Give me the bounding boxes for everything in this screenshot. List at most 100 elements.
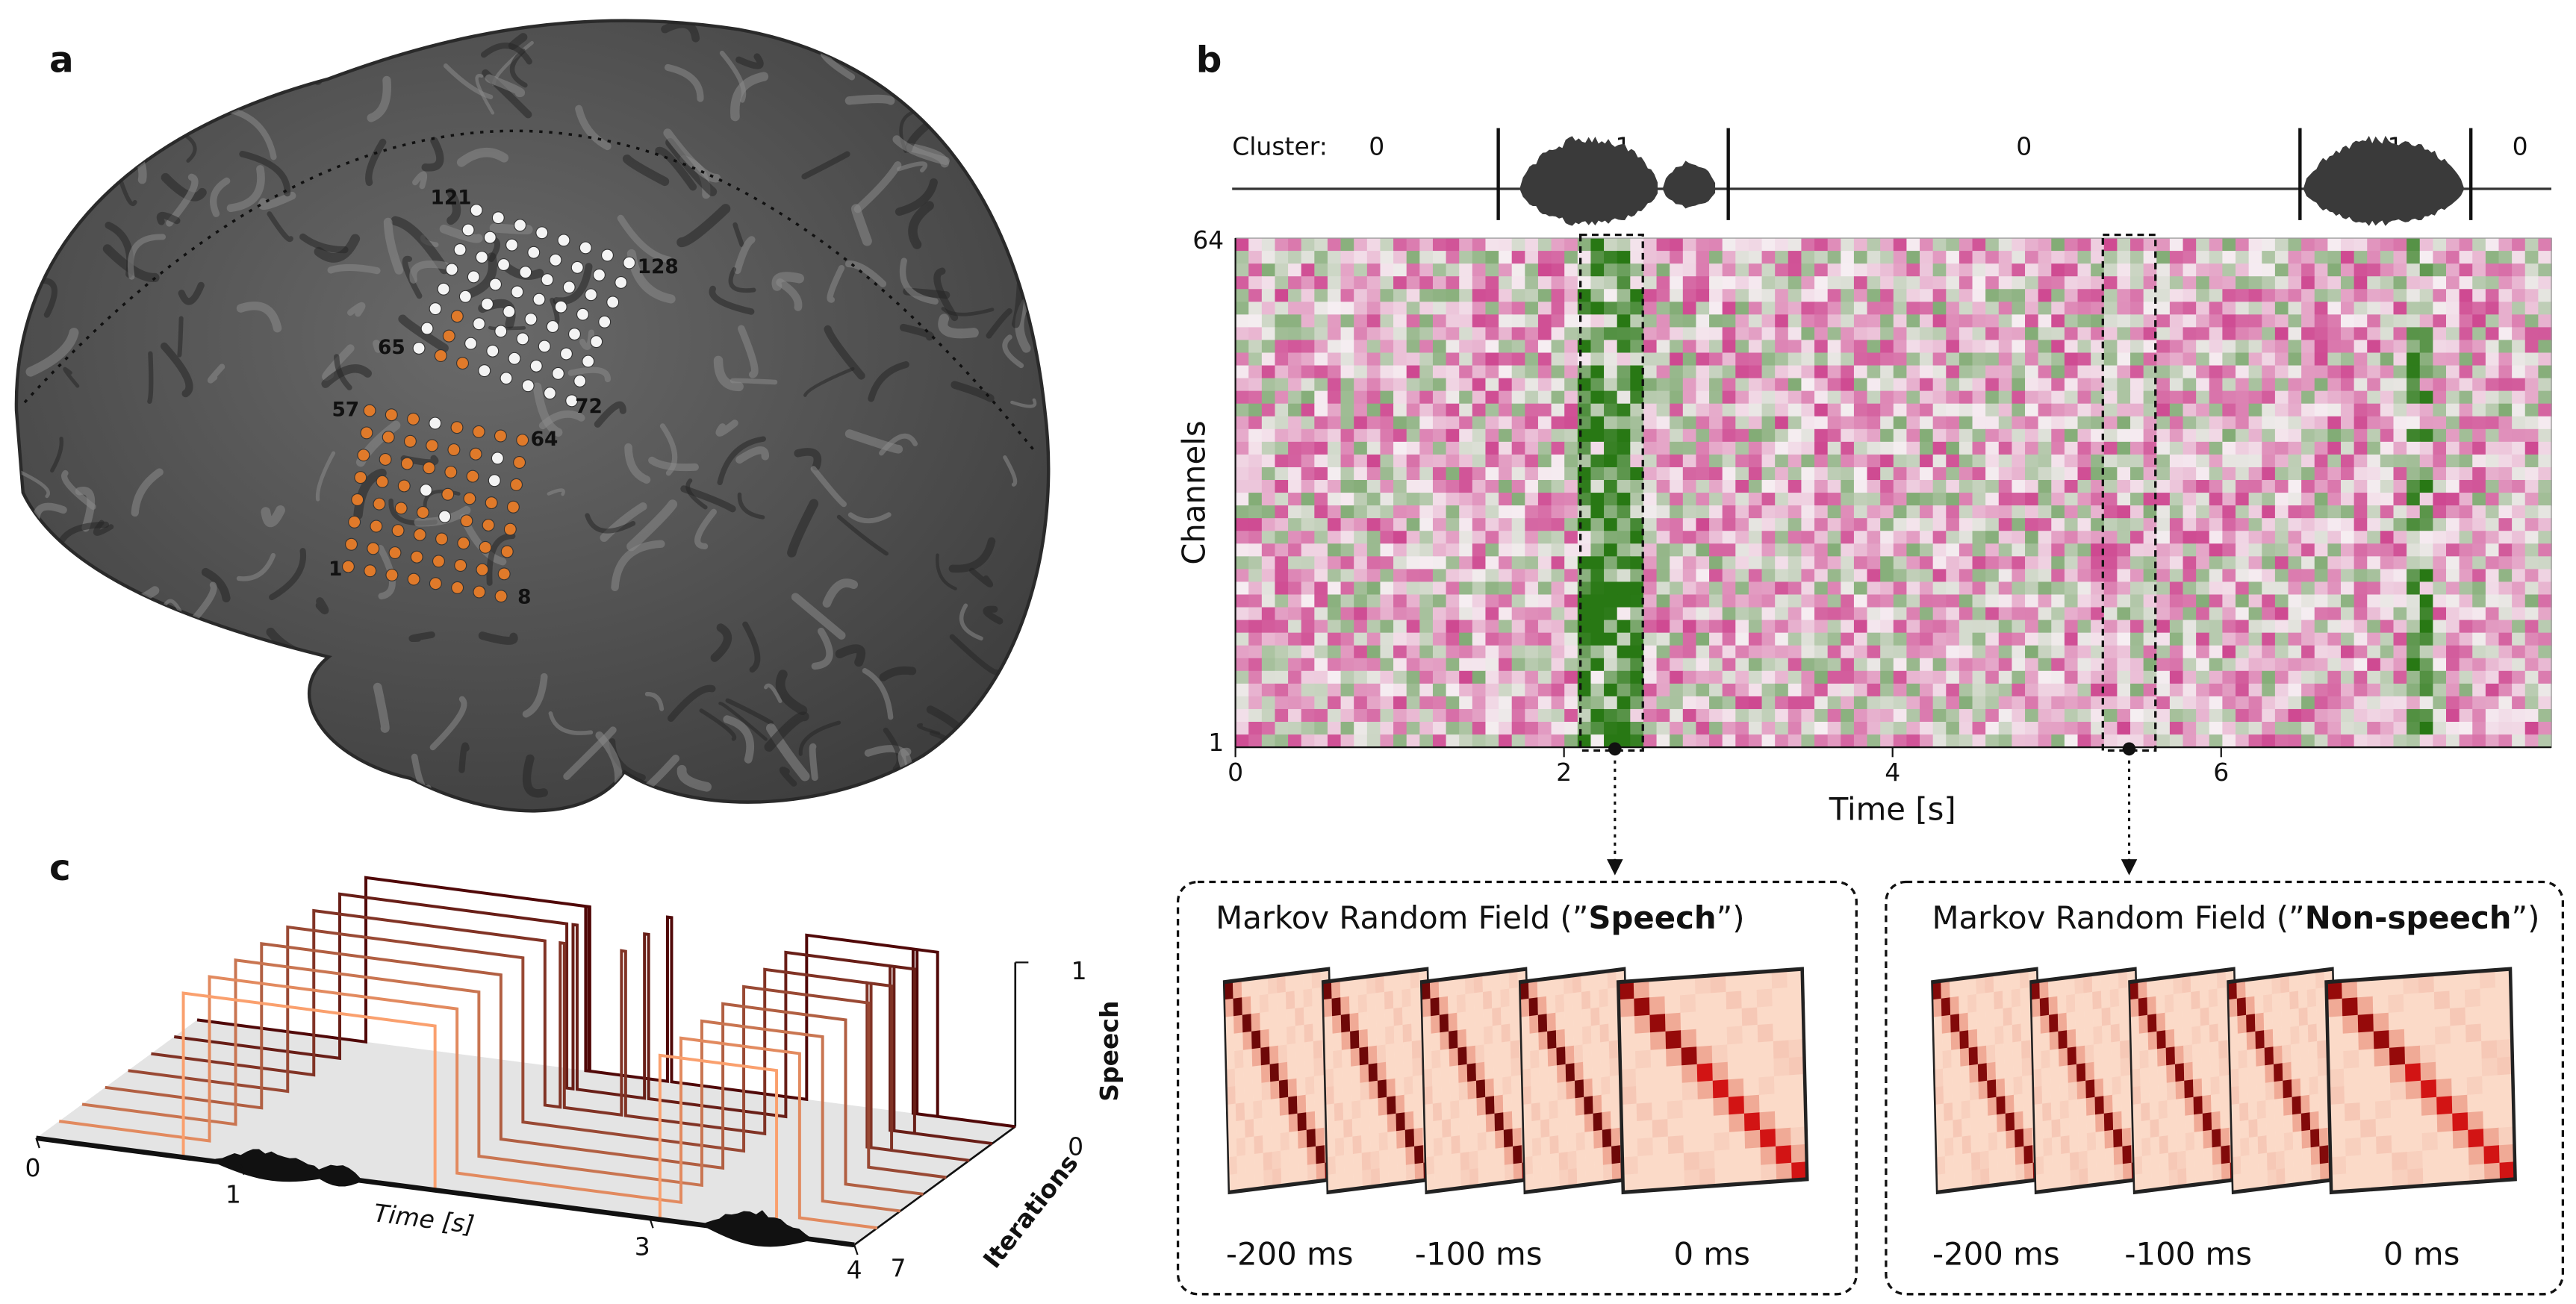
heat-cell xyxy=(1499,531,1513,545)
heat-cell xyxy=(1551,302,1566,316)
heat-cell xyxy=(2051,581,2065,596)
heat-cell xyxy=(1801,632,1815,646)
heat-cell xyxy=(1499,645,1513,659)
heat-cell xyxy=(1814,505,1829,520)
heat-cell xyxy=(2012,670,2026,684)
heat-cell xyxy=(1801,543,1815,558)
heat-cell xyxy=(1670,594,1684,608)
heat-cell xyxy=(2222,734,2236,748)
heat-cell xyxy=(2433,302,2447,316)
heat-cell xyxy=(1880,403,1894,417)
heat-cell xyxy=(1880,302,1894,316)
heat-cell xyxy=(1525,480,1539,493)
heat-cell xyxy=(1472,505,1487,520)
heat-cell xyxy=(2038,365,2053,379)
heat-cell xyxy=(2143,314,2158,328)
mrf-cell xyxy=(1478,1167,1488,1187)
heat-cell xyxy=(2274,556,2289,570)
heat-cell xyxy=(1893,480,1908,493)
heat-cell xyxy=(2077,670,2092,684)
heat-cell xyxy=(2407,645,2421,659)
heat-cell xyxy=(1511,722,1526,735)
heat-cell xyxy=(1446,352,1460,366)
heat-cell xyxy=(2380,722,2395,735)
heat-cell xyxy=(1972,352,1987,366)
heat-cell xyxy=(1275,238,1289,252)
electrode xyxy=(579,241,592,255)
heat-cell xyxy=(2380,390,2395,405)
heat-cell xyxy=(1235,670,1250,684)
heat-cell xyxy=(2367,543,2381,558)
heat-cell xyxy=(2103,581,2118,596)
heat-cell xyxy=(1946,276,1960,290)
heat-cell xyxy=(2380,441,2395,455)
heat-cell xyxy=(2353,390,2368,405)
heat-cell xyxy=(1841,581,1855,596)
heat-cell xyxy=(2274,518,2289,532)
heat-cell xyxy=(1801,645,1815,659)
heat-cell xyxy=(1853,543,1868,558)
mrf-cell xyxy=(1296,1077,1306,1096)
electrode-label: 65 xyxy=(378,336,405,359)
heat-cell xyxy=(2459,696,2474,710)
mrf-cell xyxy=(1574,1079,1584,1099)
heat-cell xyxy=(1841,454,1855,468)
heat-cell xyxy=(1551,276,1566,290)
heat-cell xyxy=(1525,454,1539,468)
mrf-cell xyxy=(1503,1111,1513,1131)
heat-cell xyxy=(1617,276,1631,290)
heat-cell xyxy=(1906,620,1920,634)
mrf-cell xyxy=(1484,1026,1493,1045)
heat-cell xyxy=(2380,365,2395,379)
heat-cell xyxy=(2169,708,2184,723)
heat-cell xyxy=(1511,403,1526,417)
electrode xyxy=(410,550,423,564)
heat-cell xyxy=(2038,390,2053,405)
heat-cell xyxy=(1841,403,1855,417)
mrf-cell xyxy=(1226,1086,1236,1105)
heat-cell xyxy=(2143,581,2158,596)
mrf-cell xyxy=(1510,1022,1519,1042)
heat-cell xyxy=(2143,708,2158,723)
heat-cell xyxy=(1354,708,1368,723)
heat-cell xyxy=(1537,378,1552,392)
heat-cell xyxy=(1380,251,1394,265)
heat-cell xyxy=(1920,390,1934,405)
heat-cell xyxy=(1327,276,1342,290)
mrf-cell xyxy=(1270,1098,1281,1117)
heat-cell xyxy=(2288,708,2303,723)
heat-cell xyxy=(2498,696,2513,710)
heat-cell xyxy=(2209,238,2224,252)
heat-cell xyxy=(1380,518,1394,532)
heat-cell xyxy=(1327,569,1342,583)
heat-cell xyxy=(2301,670,2315,684)
mrf-cell xyxy=(1486,1148,1496,1168)
heat-cell xyxy=(1682,632,1697,646)
heat-cell xyxy=(1406,722,1421,735)
electrode xyxy=(513,456,526,469)
heat-cell xyxy=(1985,607,2000,621)
heat-cell xyxy=(2459,314,2474,328)
heat-cell xyxy=(2407,340,2421,354)
heat-cell xyxy=(1340,531,1355,545)
heat-cell xyxy=(1288,556,1302,570)
heat-cell xyxy=(1472,340,1487,354)
heat-cell xyxy=(1288,658,1302,672)
heat-cell xyxy=(1459,441,1473,455)
heat-cell xyxy=(1906,556,1920,570)
heat-cell xyxy=(1946,645,1960,659)
heat-cell xyxy=(1604,263,1618,278)
heat-cell xyxy=(2091,734,2105,748)
sulcus xyxy=(1010,398,1037,408)
heat-cell xyxy=(2341,696,2355,710)
heat-cell xyxy=(1327,467,1342,481)
waveform-burst xyxy=(1662,160,1716,209)
heat-cell xyxy=(1617,314,1631,328)
heat-cell xyxy=(1814,378,1829,392)
heat-cell xyxy=(1366,531,1381,545)
mrf-cell xyxy=(1457,1046,1467,1066)
heat-cell xyxy=(2012,722,2026,735)
heat-cell xyxy=(1525,670,1539,684)
heat-cell xyxy=(1880,556,1894,570)
heat-cell xyxy=(2472,390,2486,405)
